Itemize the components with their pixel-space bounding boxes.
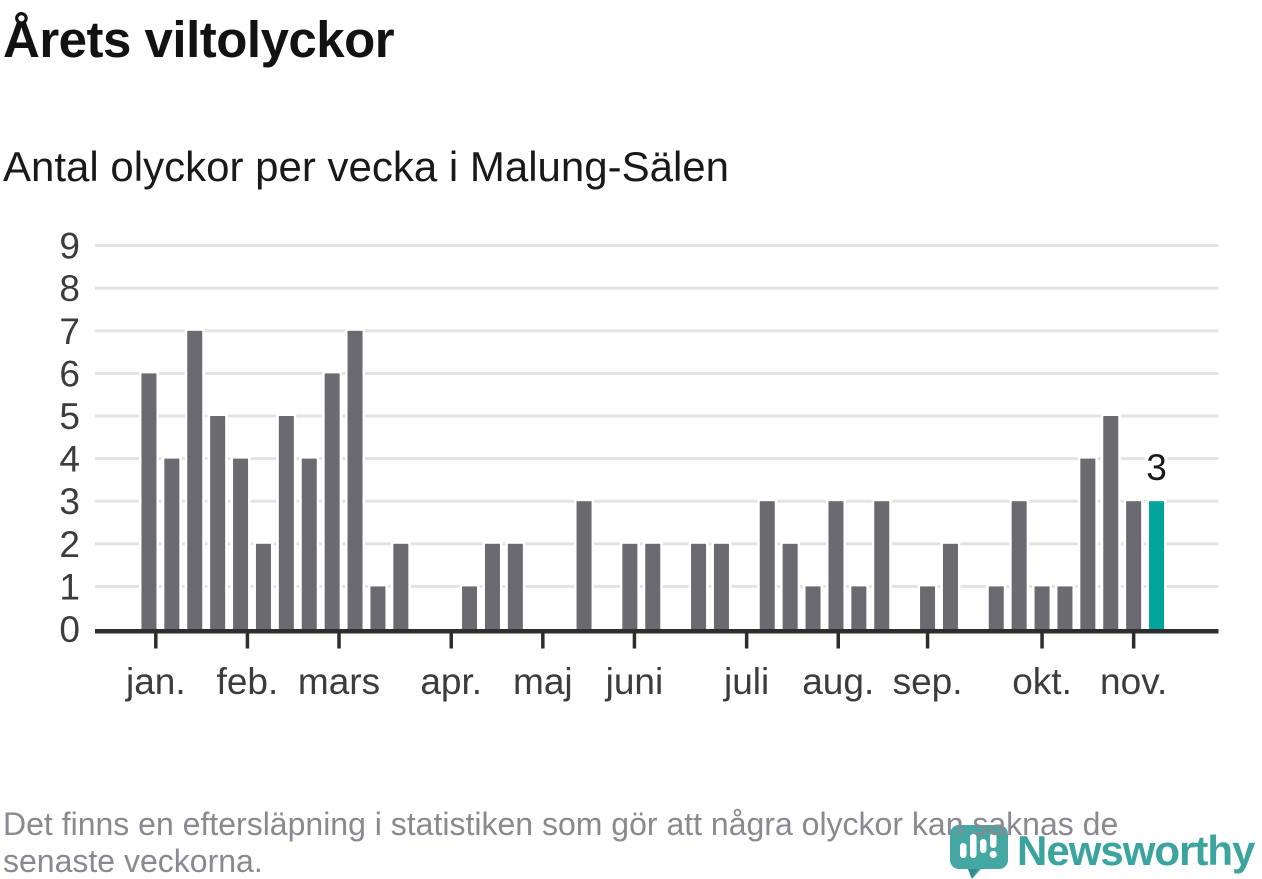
bar [462, 586, 478, 629]
bar [507, 543, 523, 629]
bar [828, 501, 844, 629]
bar [301, 458, 317, 629]
y-axis-label: 2 [59, 524, 80, 565]
bar [347, 330, 363, 629]
y-axis-label: 5 [59, 396, 80, 437]
bar [233, 458, 249, 629]
bar [759, 501, 775, 629]
y-axis-label: 8 [59, 268, 80, 309]
y-axis-label: 4 [59, 439, 80, 480]
gridline [95, 371, 1219, 375]
bar-current-week [1149, 501, 1165, 629]
x-axis-tick [337, 629, 341, 649]
footnote-line: Det finns en eftersläpning i statistiken… [3, 806, 1119, 842]
x-axis-tick [449, 629, 453, 649]
bar [942, 543, 958, 629]
x-axis-tick [632, 629, 637, 649]
x-axis-tick [245, 629, 250, 649]
bar [1057, 586, 1073, 629]
newsworthy-logo-icon [950, 825, 1008, 879]
bar [645, 543, 661, 629]
gridline [95, 244, 1219, 248]
x-axis-line [95, 629, 1219, 634]
bar [1034, 586, 1050, 629]
bar [988, 586, 1004, 629]
month-label: juli [723, 661, 769, 702]
bar [920, 586, 936, 629]
bar [713, 543, 729, 629]
bar [851, 586, 867, 629]
bar [622, 543, 638, 629]
bar [278, 416, 294, 629]
month-label: juni [605, 661, 664, 702]
bar [576, 501, 592, 629]
y-axis-label: 6 [59, 353, 80, 394]
chart-subtitle: Antal olyckor per vecka i Malung-Sälen [3, 143, 730, 190]
gridline [95, 414, 1219, 418]
bar [1011, 501, 1027, 629]
month-label: okt. [1012, 661, 1072, 702]
x-axis-tick [836, 629, 840, 649]
x-axis-tick [744, 629, 749, 649]
newsworthy-logo-text: Newsworthy [1017, 827, 1255, 874]
month-label: aug. [802, 661, 874, 702]
speech-bubble-fold [968, 869, 978, 878]
x-axis-tick [1131, 629, 1136, 649]
month-label: maj [513, 661, 573, 702]
month-label: jan. [125, 661, 186, 702]
x-axis-tick [154, 629, 158, 649]
footnote: Det finns en eftersläpning i statistiken… [3, 806, 1118, 879]
bar [484, 543, 500, 629]
bar [1080, 458, 1096, 629]
newsworthy-logo: Newsworthy [949, 824, 1255, 879]
gridline [95, 457, 1219, 461]
y-axis-label: 9 [59, 226, 80, 267]
month-label: apr. [420, 661, 482, 702]
gridline [95, 286, 1219, 290]
x-axis-tick [541, 629, 545, 649]
page-title: Årets viltolyckor [3, 11, 395, 68]
gridline [95, 499, 1219, 503]
y-axis-label: 0 [59, 609, 80, 650]
bar [255, 543, 271, 629]
month-label: sep. [893, 661, 963, 702]
month-label: feb. [217, 661, 279, 702]
bar [164, 458, 180, 629]
x-axis-tick [925, 629, 930, 649]
bar [187, 330, 203, 629]
bar [1103, 416, 1119, 629]
gridline [95, 329, 1219, 333]
bar [210, 416, 226, 629]
x-axis-tick [1040, 629, 1044, 649]
footnote-line: senaste veckorna. [3, 843, 263, 879]
bar [782, 543, 798, 629]
month-label: nov. [1100, 661, 1167, 702]
bar [324, 373, 340, 629]
y-axis-label: 7 [59, 311, 80, 352]
y-axis-label: 1 [59, 566, 80, 607]
bar [805, 586, 821, 629]
y-axis-label: 3 [59, 481, 80, 522]
bar [393, 543, 409, 629]
month-label: mars [298, 661, 380, 702]
bar-value-label: 3 [1146, 447, 1167, 488]
bar [1126, 501, 1142, 629]
logo-bar-chart-marks [960, 833, 997, 859]
bar [370, 586, 386, 629]
bar [874, 501, 890, 629]
bar [141, 373, 157, 629]
bar [691, 543, 707, 629]
